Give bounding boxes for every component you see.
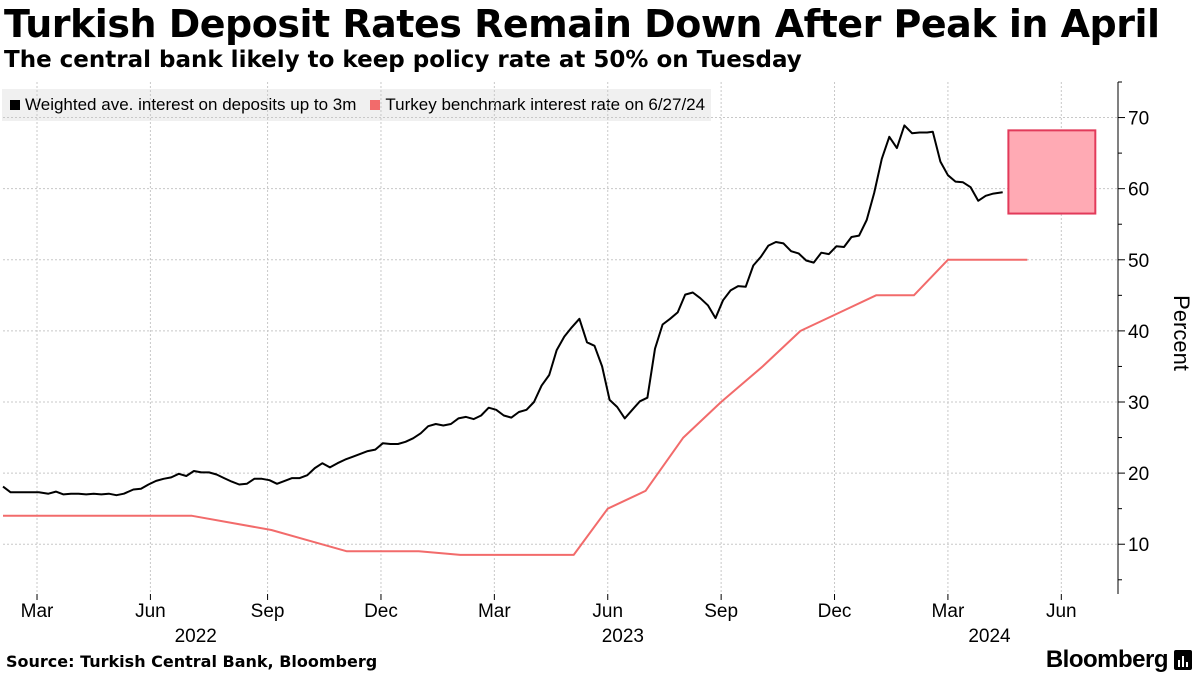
legend-label-benchmark: Turkey benchmark interest rate on 6/27/2… [385, 95, 706, 114]
x-tick-label: Jun [135, 601, 166, 622]
x-year-label: 2022 [175, 626, 217, 647]
y-tick-label: 70 [1128, 109, 1149, 130]
series-line-deposit [2, 124, 1003, 497]
y-tick-label: 30 [1128, 393, 1149, 414]
y-tick-label: 20 [1128, 464, 1149, 485]
legend: Weighted ave. interest on deposits up to… [2, 89, 712, 121]
legend-swatch-deposit [10, 100, 20, 110]
legend-label-deposit: Weighted ave. interest on deposits up to… [25, 95, 357, 114]
x-tick-label: Mar [478, 601, 511, 622]
highlight-region [1007, 129, 1097, 215]
axes: 10 20 30 40 50 60 70 Percent Mar Jun Sep Dec Mar Jun S… [21, 81, 1194, 647]
legend-swatch-benchmark [370, 100, 381, 110]
chart-subtitle: The central bank likely to keep policy r… [4, 47, 802, 73]
x-tick-label: Dec [364, 601, 398, 622]
x-tick-label: Sep [251, 601, 285, 622]
x-year-label: 2023 [602, 626, 644, 647]
chart-title: Turkish Deposit Rates Remain Down After … [4, 2, 1160, 46]
x-tick-label: Jun [1046, 601, 1077, 622]
series-line-benchmark [3, 258, 1028, 556]
y-tick-label: 40 [1128, 322, 1149, 343]
gridlines [3, 82, 1118, 594]
x-tick-label: Mar [21, 601, 54, 622]
x-tick-label: Sep [704, 601, 738, 622]
y-tick-label: 10 [1128, 535, 1149, 556]
series-lines [2, 124, 1028, 556]
brand-logo: Bloomberg [1045, 646, 1169, 673]
y-tick-label: 50 [1128, 251, 1149, 272]
legend-item-benchmark: Turkey benchmark interest rate on 6/27/2… [370, 95, 705, 115]
bloomberg-chart-icon [1174, 650, 1192, 670]
x-year-label: 2024 [968, 626, 1011, 647]
highlight-box [1007, 129, 1097, 215]
legend-item-deposit: Weighted ave. interest on deposits up to… [10, 95, 356, 115]
x-tick-label: Jun [592, 601, 623, 622]
x-tick-label: Mar [932, 601, 965, 622]
y-axis-label: Percent [1169, 295, 1194, 371]
x-tick-label: Dec [818, 601, 852, 622]
source-note: Source: Turkish Central Bank, Bloomberg [6, 652, 378, 671]
y-tick-label: 60 [1128, 180, 1149, 201]
